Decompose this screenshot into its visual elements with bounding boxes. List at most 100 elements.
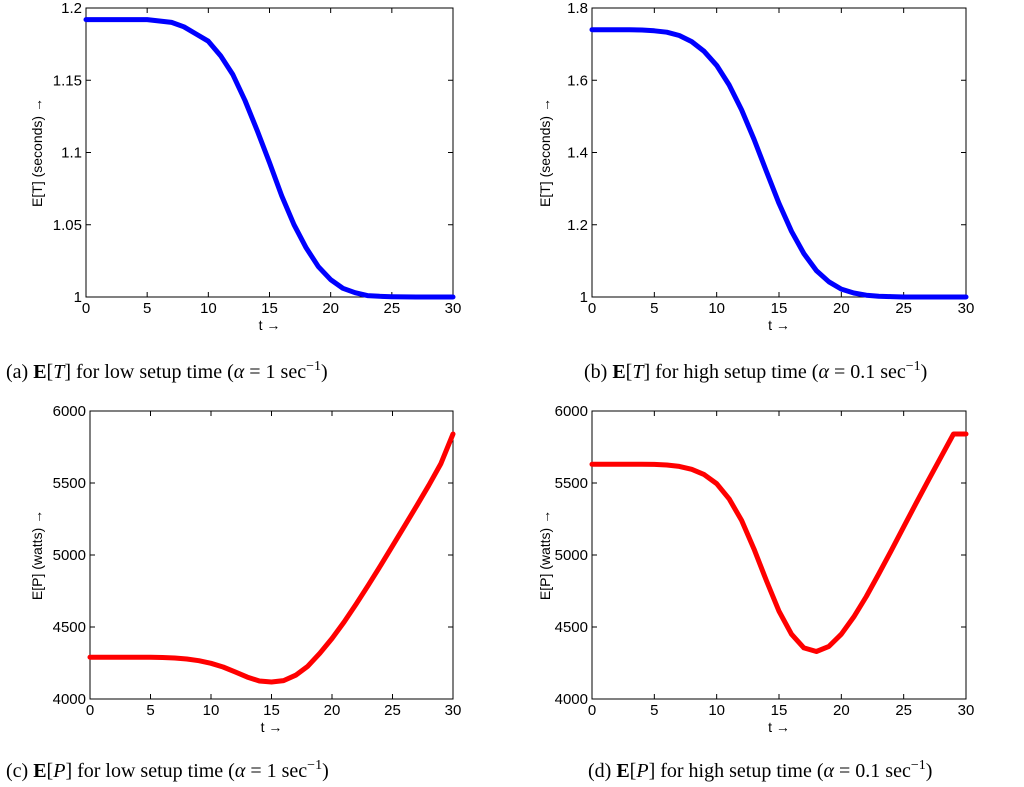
- caption-letter: (c): [6, 760, 33, 782]
- caption-bold: E: [612, 361, 625, 383]
- caption-eq: = 0.1 sec: [834, 760, 911, 782]
- plot-frame: [85, 7, 454, 298]
- caption-close: ): [322, 760, 329, 782]
- chart-3: 0 5 10 15 20 25 30 4000 4500 5000 5500 6000 t → E[P] …: [537, 403, 974, 782]
- caption-rest-b: ] for high setup time (: [649, 760, 824, 782]
- x-tick-label: 5: [650, 300, 658, 317]
- x-axis-label: t →: [259, 317, 281, 333]
- y-tick-label: 5500: [53, 475, 86, 492]
- caption-close: ): [926, 760, 933, 782]
- x-tick-label: 20: [324, 702, 341, 719]
- caption-bold: E: [616, 760, 629, 782]
- caption-rest-a: [: [47, 760, 54, 782]
- chart-0: 0 5 10 15 20 25 30 1 1.05 1.1 1.15 1.2 t → E[T] (seco…: [6, 0, 461, 383]
- chart-2: 0 5 10 15 20 25 30 4000 4500 5000 5500 6000 t → E[P] …: [6, 403, 461, 782]
- x-tick-label: 10: [200, 300, 217, 317]
- y-tick-label: 1.8: [567, 0, 588, 17]
- y-tick-label: 1: [580, 289, 588, 306]
- y-tick-label: 1.05: [53, 217, 82, 234]
- y-tick-label: 1.1: [61, 145, 82, 162]
- y-tick-label: 6000: [53, 403, 86, 420]
- y-tick-label: 4000: [53, 691, 86, 708]
- y-tick-label: 6000: [555, 403, 588, 420]
- caption-close: ): [321, 361, 328, 383]
- caption-rest-b: ] for low setup time (: [64, 361, 234, 383]
- x-tick-label: 30: [958, 300, 975, 317]
- caption-sup: −1: [307, 758, 322, 773]
- caption-alpha: α: [235, 760, 246, 782]
- x-tick-label: 30: [445, 300, 462, 317]
- plot-frame: [591, 410, 967, 700]
- x-tick-label: 15: [771, 300, 788, 317]
- caption: (d) E[P] for high setup time (α = 0.1 se…: [588, 758, 932, 782]
- caption-italic: T: [53, 361, 66, 383]
- y-axis-label: E[T] (seconds) →: [29, 98, 45, 207]
- caption-rest-a: [: [626, 361, 633, 383]
- x-tick-label: 20: [833, 300, 850, 317]
- x-tick-label: 0: [86, 702, 94, 719]
- series-line: [589, 27, 969, 300]
- x-tick-label: 10: [708, 300, 725, 317]
- y-tick-label: 4000: [555, 691, 588, 708]
- y-tick-label: 5000: [555, 547, 588, 564]
- plot-frame: [89, 410, 454, 700]
- caption-sup: −1: [306, 359, 321, 374]
- y-axis-label: E[T] (seconds) →: [537, 98, 553, 207]
- x-tick-label: 15: [263, 702, 280, 719]
- caption-rest-a: [: [630, 760, 637, 782]
- caption-rest-b: ] for low setup time (: [65, 760, 235, 782]
- caption: (a) E[T] for low setup time (α = 1 sec−1…: [6, 359, 328, 383]
- x-tick-label: 0: [82, 300, 90, 317]
- x-tick-label: 25: [383, 300, 400, 317]
- chart-1: 0 5 10 15 20 25 30 1 1.2 1.4 1.6 1.8 t → E[T] (second…: [537, 0, 974, 383]
- x-tick-label: 25: [895, 300, 912, 317]
- x-tick-label: 5: [650, 702, 658, 719]
- y-tick-label: 5500: [555, 475, 588, 492]
- y-tick-label: 5000: [53, 547, 86, 564]
- x-tick-label: 20: [322, 300, 339, 317]
- caption-rest-a: [: [47, 361, 54, 383]
- x-tick-label: 5: [143, 300, 151, 317]
- plot-frame: [591, 7, 967, 298]
- caption-letter: (d): [588, 760, 616, 782]
- y-tick-label: 4500: [53, 619, 86, 636]
- caption-sup: −1: [906, 359, 921, 374]
- caption-close: ): [921, 361, 928, 383]
- caption-bold: E: [33, 361, 46, 383]
- caption: (b) E[T] for high setup time (α = 0.1 se…: [584, 359, 927, 383]
- caption-letter: (b): [584, 361, 612, 383]
- x-tick-label: 5: [146, 702, 154, 719]
- y-tick-label: 1.15: [53, 72, 82, 89]
- caption-alpha: α: [824, 760, 835, 782]
- caption-alpha: α: [818, 361, 829, 383]
- caption-sup: −1: [911, 758, 926, 773]
- x-tick-label: 10: [708, 702, 725, 719]
- caption: (c) E[P] for low setup time (α = 1 sec−1…: [6, 758, 329, 782]
- x-tick-label: 25: [895, 702, 912, 719]
- x-tick-label: 30: [445, 702, 462, 719]
- y-axis-label: E[P] (watts) →: [29, 510, 45, 600]
- caption-eq: = 1 sec: [245, 760, 307, 782]
- x-tick-label: 10: [203, 702, 220, 719]
- x-tick-label: 20: [833, 702, 850, 719]
- x-axis-label: t →: [768, 719, 790, 735]
- x-axis-label: t →: [261, 719, 283, 735]
- y-axis-label: E[P] (watts) →: [537, 510, 553, 600]
- x-tick-label: 15: [771, 702, 788, 719]
- x-axis-label: t →: [768, 317, 790, 333]
- y-tick-label: 4500: [555, 619, 588, 636]
- caption-eq: = 1 sec: [244, 361, 306, 383]
- caption-rest-b: ] for high setup time (: [643, 361, 818, 383]
- caption-italic: P: [635, 760, 648, 782]
- series-line: [87, 431, 456, 685]
- caption-letter: (a): [6, 361, 33, 383]
- y-tick-label: 1.2: [567, 217, 588, 234]
- series-line: [589, 431, 969, 654]
- x-tick-label: 30: [958, 702, 975, 719]
- caption-bold: E: [33, 760, 46, 782]
- caption-italic: T: [632, 361, 645, 383]
- x-tick-label: 0: [588, 300, 596, 317]
- series-line: [83, 17, 456, 300]
- y-tick-label: 1.6: [567, 72, 588, 89]
